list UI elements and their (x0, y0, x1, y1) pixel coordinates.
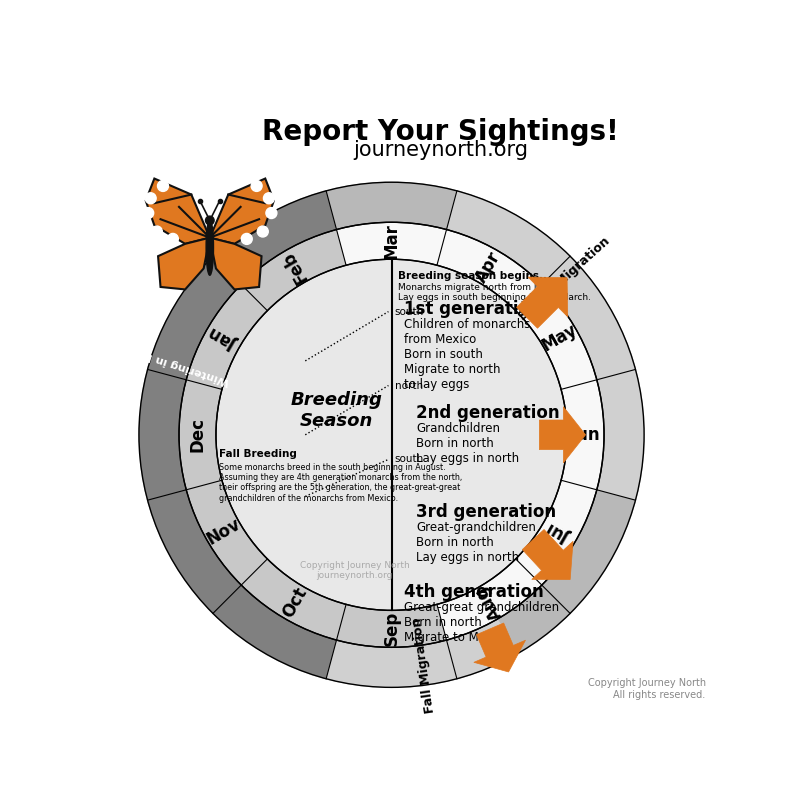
Text: 4th generation: 4th generation (404, 583, 543, 601)
Wedge shape (337, 604, 446, 647)
Ellipse shape (206, 220, 214, 275)
Wedge shape (516, 480, 597, 585)
Wedge shape (242, 230, 346, 310)
Text: south: south (394, 306, 424, 317)
Wedge shape (337, 222, 446, 266)
Text: Dec: Dec (189, 418, 206, 452)
Text: Great-great grandchildren
Born in north
Migrate to Mexico: Great-great grandchildren Born in north … (404, 601, 559, 644)
Circle shape (216, 259, 567, 610)
Text: Fall Migration: Fall Migration (410, 617, 437, 714)
Text: Sep: Sep (382, 611, 401, 646)
Text: Monarchs migrate north from Mexico
Lay eggs in south beginning in mid-March.: Monarchs migrate north from Mexico Lay e… (398, 282, 590, 302)
Text: 1st generation: 1st generation (404, 300, 542, 318)
Text: Children of monarchs
from Mexico
Born in south
Migrate to north
to lay eggs: Children of monarchs from Mexico Born in… (404, 318, 530, 390)
Polygon shape (210, 178, 274, 244)
Wedge shape (446, 191, 644, 500)
Polygon shape (158, 238, 210, 290)
Circle shape (206, 216, 214, 225)
Text: Great-grandchildren
Born in north
Lay eggs in north: Great-grandchildren Born in north Lay eg… (416, 521, 536, 564)
Circle shape (142, 207, 154, 218)
Circle shape (139, 182, 644, 687)
Circle shape (263, 193, 274, 204)
Text: Wintering in Mexico: Wintering in Mexico (110, 339, 231, 387)
Text: Oct: Oct (278, 585, 310, 622)
Polygon shape (210, 238, 262, 290)
Circle shape (158, 181, 169, 191)
Text: Feb: Feb (278, 247, 310, 286)
Polygon shape (146, 178, 210, 244)
Wedge shape (179, 380, 222, 490)
Circle shape (258, 226, 268, 237)
Text: Report Your Sightings!: Report Your Sightings! (262, 118, 619, 146)
Wedge shape (186, 285, 267, 390)
Text: Nov: Nov (203, 515, 244, 549)
Text: Copyright Journey North
journeynorth.org: Copyright Journey North journeynorth.org (300, 561, 410, 580)
Circle shape (167, 234, 178, 244)
Wedge shape (561, 380, 604, 490)
Text: Mar: Mar (382, 223, 401, 258)
Wedge shape (437, 559, 542, 640)
Text: Breeding
Season: Breeding Season (290, 390, 382, 430)
Text: Jul: Jul (545, 518, 574, 546)
Text: Copyright Journey North
All rights reserved.: Copyright Journey North All rights reser… (587, 678, 706, 700)
Text: north: north (394, 381, 422, 390)
Polygon shape (517, 277, 568, 328)
Text: Jun: Jun (570, 426, 600, 444)
Text: Jan: Jan (206, 322, 241, 353)
Circle shape (242, 234, 252, 244)
Wedge shape (242, 559, 346, 640)
Circle shape (251, 181, 262, 191)
Text: Apr: Apr (473, 248, 505, 286)
Text: journeynorth.org: journeynorth.org (354, 140, 528, 160)
Text: Spring Migration: Spring Migration (516, 235, 612, 323)
Text: Some monarchs breed in the south beginning in August.
Assuming they are 4th gene: Some monarchs breed in the south beginni… (219, 462, 462, 502)
Wedge shape (139, 191, 337, 678)
Text: Fall Breeding: Fall Breeding (219, 450, 297, 459)
Text: 3rd generation: 3rd generation (416, 503, 556, 521)
Text: May: May (538, 321, 581, 355)
Text: Breeding season begins...: Breeding season begins... (398, 270, 550, 281)
Polygon shape (474, 623, 526, 672)
Polygon shape (522, 530, 573, 579)
Text: Grandchildren
Born in north
Lay eggs in north: Grandchildren Born in north Lay eggs in … (416, 422, 519, 466)
Circle shape (145, 193, 156, 204)
Wedge shape (516, 285, 597, 390)
Text: Aug: Aug (472, 582, 506, 623)
Text: 2nd generation: 2nd generation (416, 405, 560, 422)
Circle shape (266, 207, 277, 218)
Circle shape (151, 226, 162, 237)
Polygon shape (539, 406, 586, 463)
Wedge shape (326, 619, 518, 687)
Text: south: south (394, 454, 424, 465)
Circle shape (179, 222, 604, 647)
Wedge shape (437, 230, 542, 310)
Wedge shape (186, 480, 267, 585)
